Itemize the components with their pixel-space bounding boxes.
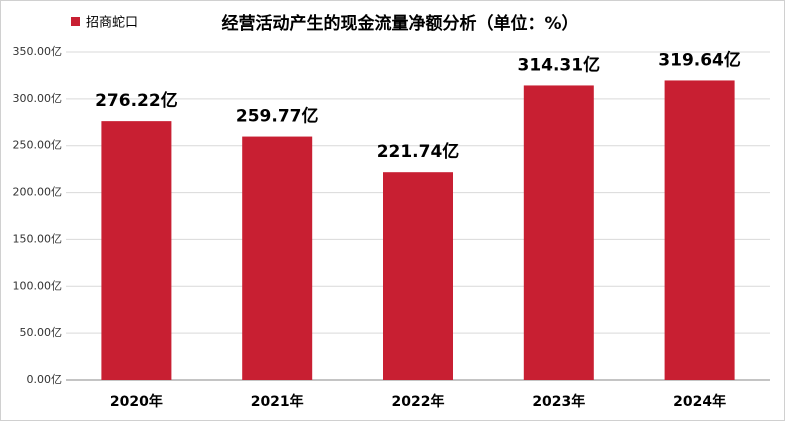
bar <box>242 136 313 380</box>
data-label: 259.77亿 <box>236 106 319 127</box>
x-tick-label: 2023年 <box>532 393 585 410</box>
x-tick-label: 2021年 <box>251 393 304 410</box>
y-tick-label: 350.00亿 <box>13 45 63 58</box>
y-tick-label: 50.00亿 <box>20 326 63 339</box>
x-tick-label: 2022年 <box>392 393 445 410</box>
bar <box>383 172 453 380</box>
y-tick-label: 250.00亿 <box>13 139 63 152</box>
legend-label: 招商蛇口 <box>86 16 138 31</box>
x-tick-label: 2024年 <box>673 393 726 410</box>
bar <box>101 121 172 381</box>
bar <box>664 80 735 380</box>
data-label: 221.74亿 <box>377 141 460 162</box>
y-tick-label: 150.00亿 <box>13 232 63 245</box>
y-tick-label: 0.00亿 <box>27 373 63 386</box>
x-tick-label: 2020年 <box>110 393 163 410</box>
data-label: 276.22亿 <box>95 90 178 111</box>
chart-title: 经营活动产生的现金流量净额分析（单位：%） <box>221 13 578 34</box>
y-tick-label: 200.00亿 <box>13 186 63 199</box>
data-label: 319.64亿 <box>658 49 741 70</box>
legend-swatch <box>71 17 80 26</box>
y-tick-label: 100.00亿 <box>13 279 63 292</box>
data-label: 314.31亿 <box>517 54 600 75</box>
bar <box>523 85 594 380</box>
y-tick-label: 300.00亿 <box>13 92 63 105</box>
